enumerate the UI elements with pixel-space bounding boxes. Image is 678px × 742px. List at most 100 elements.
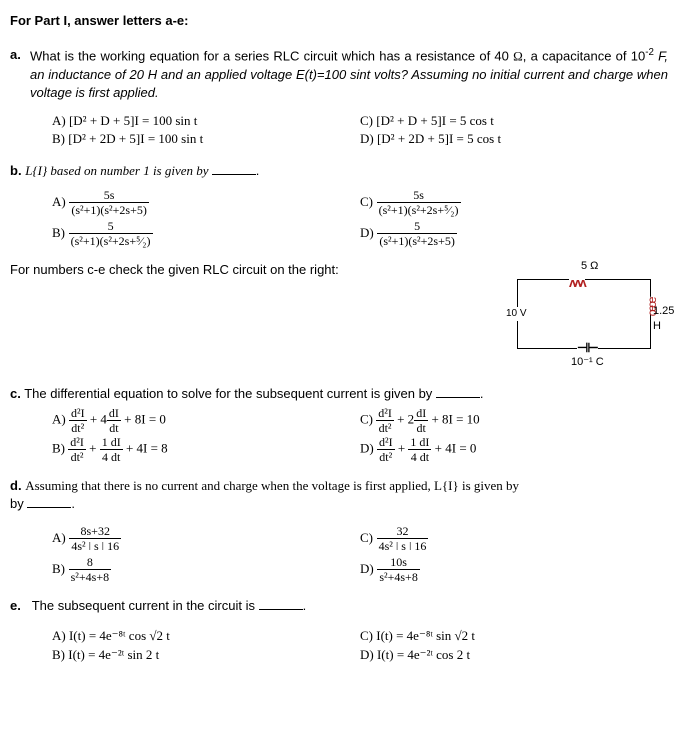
- q-b-letter: b.: [10, 163, 22, 178]
- question-b: b. L{I} based on number 1 is given by . …: [10, 162, 668, 246]
- f-d: s²+4s+8: [377, 570, 419, 583]
- f-n: dI: [414, 407, 428, 421]
- f-d: dt²: [69, 421, 87, 434]
- b-B-num: 5: [69, 220, 153, 234]
- c-choice-C: C) d²Idt² + 2dIdt + 8I = 10: [360, 407, 668, 434]
- b-C-den: (s²+1)(s²+2s+⁵⁄₂): [377, 203, 461, 216]
- p: +: [395, 440, 409, 455]
- f-d: dt: [414, 421, 428, 434]
- f-n: 10s: [377, 556, 419, 570]
- cap-exp: -2: [645, 47, 654, 58]
- f-d: 4 dt: [408, 450, 431, 463]
- f-n: 1 dI: [100, 436, 123, 450]
- d-choice-A: A) 8s+324s² ǀ s ǀ 16: [52, 525, 360, 552]
- b-D-den: (s²+1)(s²+2s+5): [377, 234, 457, 247]
- ohm-sym: Ω: [513, 49, 523, 64]
- blank: [436, 385, 480, 398]
- a-choice-B: B) [D² + 2D + 5]I = 100 sin t: [52, 130, 360, 148]
- e-choice-D: D) I(t) = 4e⁻²ᵗ cos 2 t: [360, 646, 668, 664]
- q-a-t1: What is the working equation for a serie…: [30, 49, 513, 64]
- mid-text: For numbers c-e check the given RLC circ…: [10, 261, 493, 279]
- by-text: by: [10, 496, 27, 511]
- d-B-lbl: B): [52, 561, 65, 576]
- f-d: s²+4s+8: [69, 570, 111, 583]
- q-c-letter: c.: [10, 386, 21, 401]
- f-d: dt²: [377, 450, 395, 463]
- d-choice-B: B) 8s²+4s+8: [52, 556, 360, 583]
- f-n: dI: [107, 407, 121, 421]
- f-d: dt: [107, 421, 121, 434]
- a-choice-A: A) [D² + D + 5]I = 100 sin t: [52, 112, 360, 130]
- b-choice-D: D) 5(s²+1)(s²+2s+5): [360, 220, 668, 247]
- b-D-lbl: D): [360, 225, 374, 240]
- f-d: 4 dt: [100, 450, 123, 463]
- b-choice-A: A) 5s(s²+1)(s²+2s+5): [52, 189, 360, 216]
- b-C-lbl: C): [360, 194, 373, 209]
- a-choice-D: D) [D² + 2D + 5]I = 5 cos t: [360, 130, 668, 148]
- b-B-den: (s²+1)(s²+2s+⁵⁄₂): [69, 234, 153, 247]
- f-n: d²I: [376, 407, 394, 421]
- f-n: d²I: [377, 436, 395, 450]
- d-C-lbl: C): [360, 530, 373, 545]
- q-e-text: The subsequent current in the circuit is: [32, 598, 259, 613]
- p: + 4: [87, 411, 107, 426]
- resistor-icon: ᴧᴧᴧ: [569, 274, 585, 292]
- question-a: a. What is the working equation for a se…: [10, 46, 668, 148]
- mid-section: For numbers c-e check the given RLC circ…: [10, 261, 668, 367]
- voltage-label: 10 V: [505, 307, 528, 321]
- c-choice-D: D) d²Idt² + 1 dI4 dt + 4I = 0: [360, 436, 668, 463]
- f-n: d²I: [68, 436, 86, 450]
- question-e: e. The subsequent current in the circuit…: [10, 597, 668, 664]
- b-B-lbl: B): [52, 225, 65, 240]
- f-n: 32: [377, 525, 429, 539]
- c-D-lbl: D): [360, 440, 374, 455]
- capacitor-label: 10⁻¹ C: [571, 355, 604, 370]
- e-choice-A: A) I(t) = 4e⁻⁸ᵗ cos √2 t: [52, 627, 360, 645]
- f-d: 4s² ǀ s ǀ 16: [69, 539, 121, 552]
- resistor-label: 5 Ω: [581, 259, 598, 274]
- f-d: dt²: [376, 421, 394, 434]
- part-header: For Part I, answer letters a-e:: [10, 12, 668, 30]
- t: + 8I = 0: [121, 411, 166, 426]
- blank: [259, 598, 303, 611]
- b-choice-B: B) 5(s²+1)(s²+2s+⁵⁄₂): [52, 220, 360, 247]
- inductor-label: 1.25 H: [653, 304, 674, 335]
- question-d: d. Assuming that there is no current and…: [10, 477, 668, 583]
- rlc-circuit-diagram: ᴧᴧᴧ 5 Ω ᴔᴔ 1.25 H ⊣⊢ 10⁻¹ C 10 V: [503, 257, 668, 367]
- c-B-lbl: B): [52, 440, 65, 455]
- t: + 4I = 0: [431, 440, 476, 455]
- f-n: 8: [69, 556, 111, 570]
- b-A-den: (s²+1)(s²+2s+5): [69, 203, 149, 216]
- q-c-text: The differential equation to solve for t…: [24, 386, 436, 401]
- q-a-letter: a.: [10, 46, 30, 102]
- d-choice-C: C) 324s² ǀ s ǀ 16: [360, 525, 668, 552]
- c-choice-B: B) d²Idt² + 1 dI4 dt + 4I = 8: [52, 436, 360, 463]
- b-D-num: 5: [377, 220, 457, 234]
- e-choice-B: B) I(t) = 4e⁻²ᵗ sin 2 t: [52, 646, 360, 664]
- blank: [212, 163, 256, 176]
- d-D-lbl: D): [360, 561, 374, 576]
- b-A-lbl: A): [52, 194, 66, 209]
- e-choice-C: C) I(t) = 4e⁻⁸ᵗ sin √2 t: [360, 627, 668, 645]
- b-C-num: 5s: [377, 189, 461, 203]
- q-a-t2: , a capacitance of 10: [523, 49, 645, 64]
- c-C-lbl: C): [360, 411, 373, 426]
- question-c: c. The differential equation to solve fo…: [10, 385, 668, 463]
- q-e-letter: e.: [10, 598, 21, 613]
- c-A-lbl: A): [52, 411, 66, 426]
- p: +: [86, 440, 100, 455]
- blank: [27, 495, 71, 508]
- q-d-letter: d.: [10, 478, 22, 493]
- q-a-text: What is the working equation for a serie…: [30, 46, 668, 102]
- d-choice-D: D) 10ss²+4s+8: [360, 556, 668, 583]
- p: + 2: [394, 411, 414, 426]
- f-d: dt²: [68, 450, 86, 463]
- q-b-text: L{I} based on number 1 is given by: [25, 163, 212, 178]
- a-choice-C: C) [D² + D + 5]I = 5 cos t: [360, 112, 668, 130]
- b-A-num: 5s: [69, 189, 149, 203]
- f-n: 1 dI: [408, 436, 431, 450]
- f-d: 4s² ǀ s ǀ 16: [377, 539, 429, 552]
- f-n: 8s+32: [69, 525, 121, 539]
- d-A-lbl: A): [52, 530, 66, 545]
- t: + 4I = 8: [123, 440, 168, 455]
